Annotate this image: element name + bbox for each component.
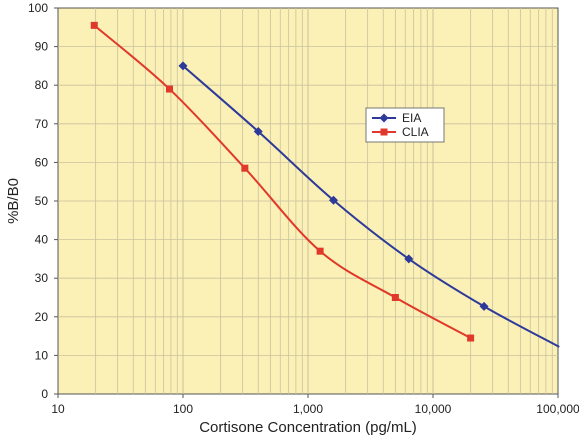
grid — [58, 8, 558, 394]
y-tick-label: 20 — [35, 310, 49, 324]
legend-label-eia: EIA — [402, 111, 421, 125]
data-point-clia — [90, 21, 98, 29]
series-clia — [90, 21, 475, 342]
x-axis-title: Cortisone Concentration (pg/mL) — [199, 419, 417, 436]
data-point-clia — [316, 247, 324, 255]
data-point-eia — [178, 61, 188, 71]
x-tick-label: 1,000 — [293, 402, 323, 416]
y-tick-label: 0 — [41, 387, 48, 401]
y-tick-label: 70 — [35, 117, 49, 131]
data-point-eia — [329, 195, 339, 205]
y-tick-label: 80 — [35, 78, 49, 92]
y-tick-label: 50 — [35, 194, 49, 208]
y-axis-title: %B/B0 — [5, 178, 22, 224]
x-tick-label: 10 — [51, 402, 65, 416]
data-point-clia — [241, 164, 249, 172]
series-line-eia — [182, 65, 560, 348]
y-tick-label: 30 — [35, 271, 49, 285]
data-point-clia — [391, 294, 399, 301]
y-axis-ticks: 0 10 20 30 40 50 60 70 80 90 100 — [28, 1, 58, 401]
data-point-clia — [166, 85, 174, 93]
x-tick-label: 10,000 — [415, 402, 452, 416]
y-tick-label: 40 — [35, 233, 49, 247]
data-point-eia — [404, 254, 414, 264]
legend-label-clia: CLIA — [402, 125, 429, 139]
y-tick-label: 10 — [35, 348, 49, 362]
legend-box — [365, 107, 445, 143]
data-point-clia — [467, 334, 475, 342]
legend-marker-eia — [379, 113, 389, 123]
y-tick-label: 100 — [28, 1, 48, 15]
x-axis-ticks: 10 100 1,000 10,000 100,000 — [51, 394, 579, 416]
data-point-eia — [479, 301, 489, 311]
data-point-eia — [253, 127, 263, 137]
series-eia — [178, 61, 560, 348]
series-layer — [90, 21, 560, 348]
series-line-clia — [93, 24, 472, 339]
y-tick-label: 90 — [35, 40, 49, 54]
legend-marker-clia — [380, 128, 388, 136]
x-tick-label: 100 — [173, 402, 193, 416]
y-tick-label: 60 — [35, 155, 49, 169]
x-tick-label: 100,000 — [536, 402, 579, 416]
